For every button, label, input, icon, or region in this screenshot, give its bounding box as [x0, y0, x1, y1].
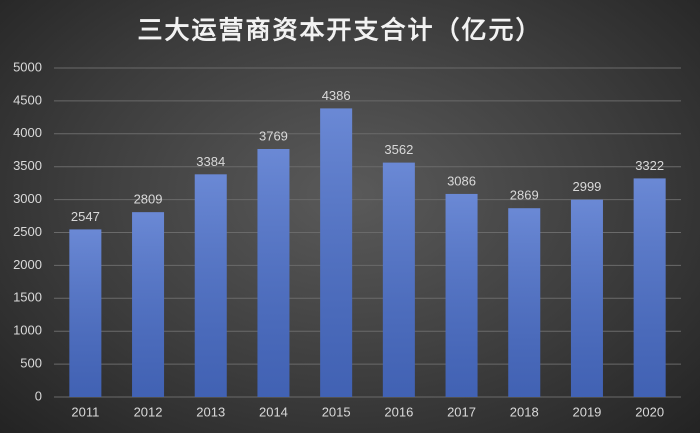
chart-title: 三大运营商资本开支合计（亿元） — [137, 16, 542, 45]
x-tick-label: 2018 — [510, 404, 539, 419]
x-tick-label: 2014 — [259, 404, 288, 419]
y-tick-label: 1500 — [13, 290, 42, 305]
bar — [382, 162, 415, 397]
data-label: 3769 — [259, 128, 288, 143]
data-label: 3322 — [635, 158, 664, 173]
x-tick-label: 2013 — [196, 404, 225, 419]
data-label: 3086 — [447, 173, 476, 188]
y-tick-label: 4500 — [13, 92, 42, 107]
y-tick-label: 3000 — [13, 191, 42, 206]
bar — [508, 208, 541, 397]
bar — [445, 193, 478, 397]
bar — [194, 174, 227, 397]
data-label: 3562 — [384, 142, 413, 157]
y-tick-label: 500 — [20, 356, 42, 371]
y-tick-label: 5000 — [13, 59, 42, 74]
data-label: 2809 — [134, 192, 163, 207]
y-tick-label: 2500 — [13, 224, 42, 239]
data-label: 3384 — [196, 154, 225, 169]
data-label: 4386 — [322, 88, 351, 103]
bar — [69, 229, 102, 397]
data-label: 2869 — [510, 188, 539, 203]
data-label: 2999 — [572, 179, 601, 194]
x-tick-label: 2017 — [447, 404, 476, 419]
bar — [257, 148, 290, 397]
y-tick-label: 2000 — [13, 257, 42, 272]
y-tick-label: 1000 — [13, 323, 42, 338]
x-tick-label: 2016 — [384, 404, 413, 419]
bar — [320, 108, 353, 398]
bar — [633, 178, 666, 397]
data-label: 2547 — [71, 209, 100, 224]
x-tick-label: 2019 — [572, 404, 601, 419]
x-tick-label: 2011 — [71, 404, 99, 419]
y-tick-label: 4000 — [13, 125, 42, 140]
x-tick-label: 2012 — [134, 404, 163, 419]
y-tick-label: 0 — [35, 388, 42, 403]
y-tick-label: 3500 — [13, 158, 42, 173]
bar — [132, 212, 165, 397]
x-tick-label: 2020 — [635, 404, 664, 419]
x-tick-label: 2015 — [322, 404, 351, 419]
bar — [570, 199, 603, 397]
